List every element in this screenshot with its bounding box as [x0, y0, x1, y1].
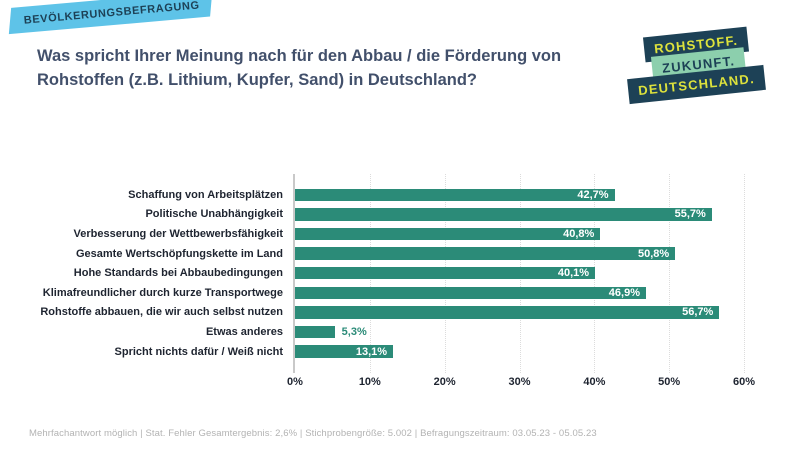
category-label: Klimafreundlicher durch kurze Transportw… — [42, 286, 283, 299]
x-tick-label: 10% — [358, 376, 381, 389]
survey-type-badge-label: BEVÖLKERUNGSBEFRAGUNG — [23, 0, 201, 27]
chart-body: Schaffung von Arbeitsplätzen Politische U… — [30, 174, 759, 374]
bar: 56,7% — [295, 306, 720, 319]
bar-chart: Schaffung von Arbeitsplätzen Politische U… — [30, 174, 759, 394]
survey-type-badge: BEVÖLKERUNGSBEFRAGUNG — [8, 0, 213, 35]
value-label: 56,7% — [682, 306, 714, 319]
value-label: 5,3% — [341, 325, 367, 338]
chart-row: 46,9% — [295, 283, 759, 303]
bar: 13,1% — [295, 345, 394, 358]
bars-container: 42,7% 55,7% 40,8% 50,8% 40,1% 46,9% 56,7% 5,3% 1… — [295, 185, 759, 361]
category-label: Verbesserung der Wettbewerbsfähigkeit — [73, 227, 283, 240]
footnote: Mehrfachantwort möglich | Stat. Fehler G… — [29, 428, 597, 439]
chart-row: 40,8% — [295, 224, 759, 244]
chart-row: 55,7% — [295, 205, 759, 225]
gridline — [744, 174, 746, 374]
bar: 50,8% — [295, 247, 676, 260]
category-label: Politische Unabhängigkeit — [145, 208, 283, 221]
chart-row: 56,7% — [295, 303, 759, 323]
bar: 40,1% — [295, 266, 596, 280]
x-tick-label: 20% — [433, 376, 456, 389]
category-label: Spricht nichts dafür / Weiß nicht — [114, 345, 283, 358]
x-axis-ticks: 0% 10% 20% 30% 40% 50% 60% — [287, 376, 759, 394]
gridline — [669, 174, 671, 374]
bar: 46,9% — [295, 286, 646, 300]
chart-row: 13,1% — [295, 342, 759, 362]
bar: 55,7% — [295, 208, 712, 221]
bar: 40,8% — [295, 227, 601, 241]
value-label: 40,8% — [563, 227, 595, 240]
value-label: 46,9% — [608, 286, 640, 299]
value-label: 55,7% — [674, 208, 706, 221]
brand-logo: ROHSTOFF. ZUKUNFT. DEUTSCHLAND. — [627, 26, 778, 105]
category-label: Rohstoffe abbauen, die wir auch selbst n… — [40, 306, 283, 319]
value-label: 40,1% — [557, 267, 590, 280]
value-label: 13,1% — [355, 345, 388, 358]
category-label: Etwas anderes — [205, 325, 283, 338]
category-label: Hohe Standards bei Abbaubedingungen — [73, 267, 283, 280]
chart-row: 50,8% — [295, 244, 759, 264]
x-tick-label: 60% — [733, 376, 756, 389]
chart-row: 5,3% — [295, 322, 759, 342]
x-tick-label: 30% — [508, 376, 531, 389]
x-tick-label: 0% — [287, 376, 303, 389]
chart-row: 42,7% — [295, 185, 759, 205]
x-tick-label: 40% — [583, 376, 606, 389]
bar — [295, 325, 335, 339]
value-label: 50,8% — [637, 247, 670, 260]
value-label: 42,7% — [577, 188, 609, 201]
bar: 42,7% — [295, 188, 615, 202]
category-labels: Schaffung von Arbeitsplätzen Politische U… — [30, 174, 293, 373]
x-tick-label: 50% — [658, 376, 681, 389]
category-label: Gesamte Wertschöpfungskette im Land — [75, 247, 283, 260]
chart-row: 40,1% — [295, 263, 759, 283]
page-title: Was spricht Ihrer Meinung nach für den A… — [37, 47, 562, 89]
plot-area: 42,7% 55,7% 40,8% 50,8% 40,1% 46,9% 56,7% 5,3% 1… — [293, 174, 759, 374]
category-label: Schaffung von Arbeitsplätzen — [128, 188, 283, 201]
